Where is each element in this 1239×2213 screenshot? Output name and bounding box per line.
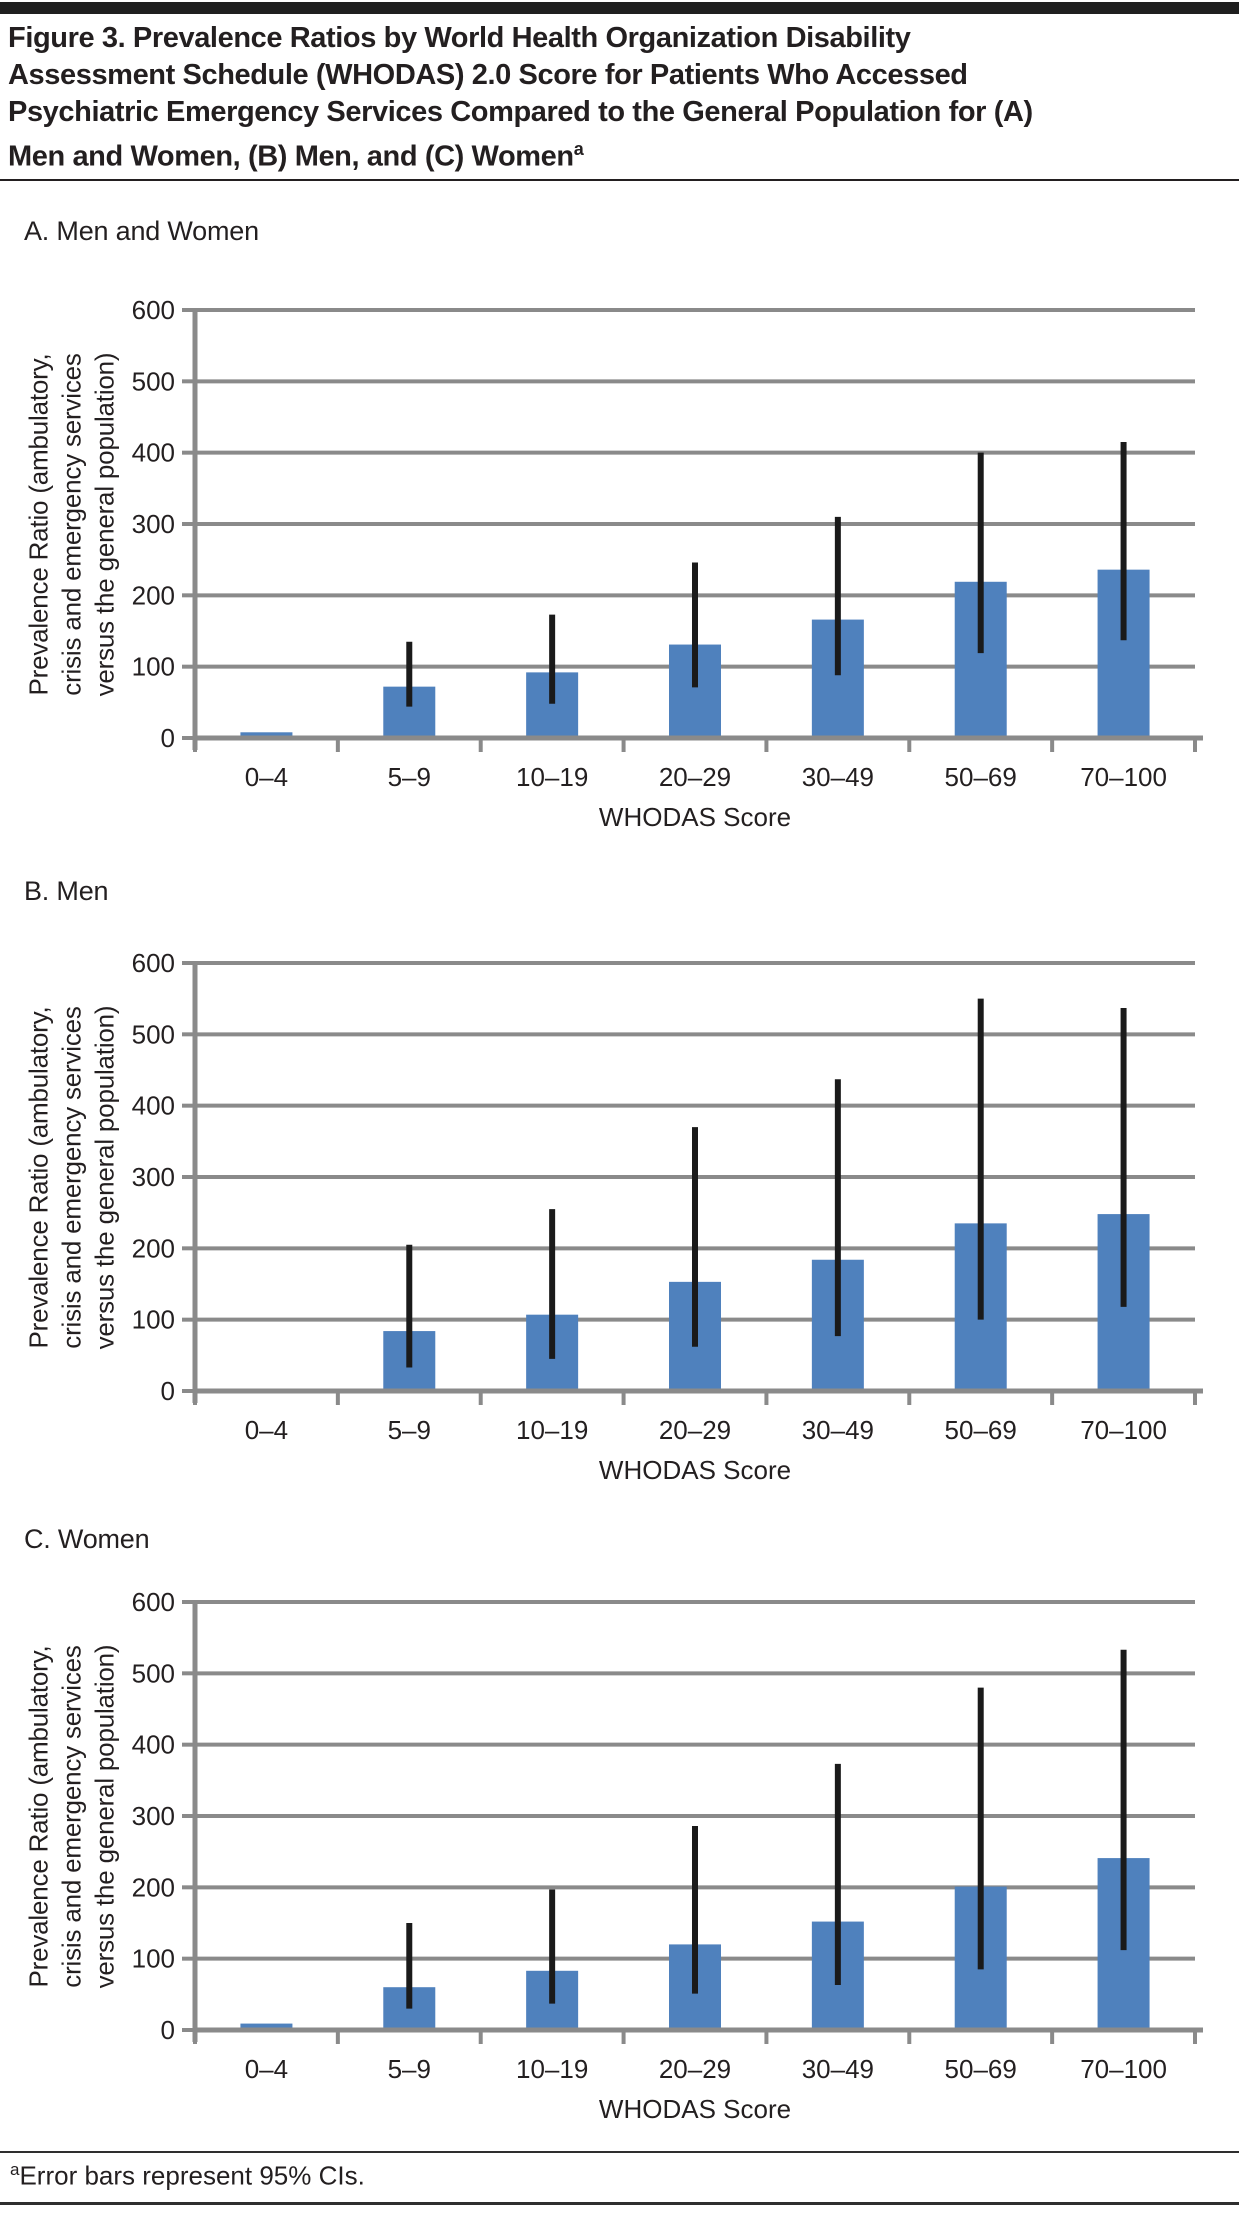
y-tick-label-0: 0	[161, 723, 175, 753]
title-footnote-marker: a	[573, 139, 584, 159]
x-tick-label-70–100: 70–100	[1080, 1415, 1167, 1445]
x-tick-label-70–100: 70–100	[1080, 2054, 1167, 2084]
x-tick-label-50–69: 50–69	[945, 762, 1017, 792]
panel-c-y-axis-label: Prevalence Ratio (ambulatory, crisis and…	[23, 1644, 120, 1989]
x-tick-label-0–4: 0–4	[245, 2054, 288, 2084]
y-tick-label-300: 300	[132, 1801, 175, 1831]
y-tick-label-600: 600	[132, 300, 175, 325]
figure-title-text-4: Men and Women, (B) Men, and (C) Women	[8, 140, 574, 173]
x-tick-label-5–9: 5–9	[388, 2054, 431, 2084]
x-axis-title: WHODAS Score	[599, 2094, 791, 2122]
footnote-marker: a	[10, 2160, 20, 2179]
x-tick-label-30–49: 30–49	[802, 1415, 874, 1445]
y-tick-label-500: 500	[132, 366, 175, 396]
bar-0–4	[240, 732, 293, 738]
y-tick-label-400: 400	[132, 438, 175, 468]
x-tick-label-50–69: 50–69	[945, 1415, 1017, 1445]
x-tick-label-50–69: 50–69	[945, 2054, 1017, 2084]
x-tick-label-5–9: 5–9	[388, 1415, 431, 1445]
x-tick-label-70–100: 70–100	[1080, 762, 1167, 792]
panel-c-chart: 0 100 200 300 400 500 600 0–4 5–9 10–19 20–29 30–49…	[132, 1592, 1203, 2122]
figure-title-line-2: Assessment Schedule (WHODAS) 2.0 Score f…	[8, 57, 1234, 94]
panel-a-y-axis-label: Prevalence Ratio (ambulatory, crisis and…	[23, 352, 120, 697]
figure-title: Figure 3. Prevalence Ratios by World Hea…	[8, 20, 1234, 176]
panel-b-label: B. Men	[24, 876, 109, 906]
y-tick-label-200: 200	[132, 1233, 175, 1263]
x-tick-label-20–29: 20–29	[659, 2054, 731, 2084]
y-tick-label-600: 600	[132, 953, 175, 978]
y-tick-label-300: 300	[132, 1162, 175, 1192]
y-tick-label-400: 400	[132, 1730, 175, 1760]
panel-a-label: A. Men and Women	[24, 216, 259, 246]
y-tick-label-500: 500	[132, 1658, 175, 1688]
y-tick-label-600: 600	[132, 1592, 175, 1617]
footnote-divider-rule	[0, 2151, 1239, 2153]
x-tick-label-5–9: 5–9	[388, 762, 431, 792]
title-divider-rule	[0, 179, 1239, 181]
figure-title-line-4: Men and Women, (B) Men, and (C) Womena	[8, 131, 1234, 176]
x-tick-label-0–4: 0–4	[245, 1415, 288, 1445]
panel-b-y-axis-label: Prevalence Ratio (ambulatory, crisis and…	[23, 1005, 120, 1350]
panel-c-label: C. Women	[24, 1524, 150, 1554]
y-tick-label-100: 100	[132, 1305, 175, 1335]
x-tick-label-10–19: 10–19	[516, 2054, 588, 2084]
figure-title-line-3: Psychiatric Emergency Services Compared …	[8, 94, 1234, 131]
x-tick-label-20–29: 20–29	[659, 1415, 731, 1445]
x-tick-label-0–4: 0–4	[245, 762, 288, 792]
x-tick-label-20–29: 20–29	[659, 762, 731, 792]
figure-title-text-1: Figure 3. Prevalence Ratios by World Hea…	[8, 22, 911, 54]
panel-a-chart: 0 100 200 300 400 500 600 0–4 5–9 10–19 20–29 30–49…	[132, 300, 1203, 830]
bottom-border-rule	[0, 2202, 1239, 2205]
x-tick-label-10–19: 10–19	[516, 1415, 588, 1445]
footnote-text: Error bars represent 95% CIs.	[19, 2160, 365, 2191]
bar-0–4	[240, 2023, 293, 2030]
figure-title-text-3: Psychiatric Emergency Services Compared …	[8, 96, 1033, 128]
footnote: aError bars represent 95% CIs.	[10, 2160, 365, 2192]
figure-title-text-2: Assessment Schedule (WHODAS) 2.0 Score f…	[8, 59, 968, 91]
panel-b-chart: 0 100 200 300 400 500 600 0–4 5–9 10–19 20–29 30–49…	[132, 953, 1203, 1483]
x-tick-label-30–49: 30–49	[802, 762, 874, 792]
y-tick-label-0: 0	[161, 2015, 175, 2045]
y-tick-label-300: 300	[132, 509, 175, 539]
x-axis-title: WHODAS Score	[599, 1455, 791, 1483]
y-tick-label-400: 400	[132, 1091, 175, 1121]
x-tick-label-30–49: 30–49	[802, 2054, 874, 2084]
x-tick-label-10–19: 10–19	[516, 762, 588, 792]
y-tick-label-200: 200	[132, 1872, 175, 1902]
figure-title-line-1: Figure 3. Prevalence Ratios by World Hea…	[8, 20, 1234, 57]
y-tick-label-100: 100	[132, 1944, 175, 1974]
y-tick-label-100: 100	[132, 652, 175, 682]
y-tick-label-500: 500	[132, 1019, 175, 1049]
x-axis-title: WHODAS Score	[599, 802, 791, 830]
y-tick-label-200: 200	[132, 580, 175, 610]
top-border-rule	[0, 2, 1239, 14]
y-tick-label-0: 0	[161, 1376, 175, 1406]
